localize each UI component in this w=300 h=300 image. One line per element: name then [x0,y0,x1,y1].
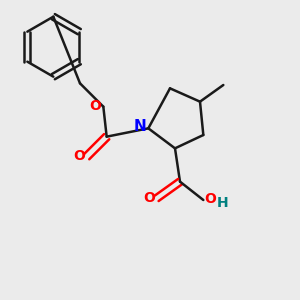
Text: O: O [143,191,155,205]
Text: H: H [217,196,229,210]
Text: O: O [89,99,101,113]
Text: O: O [205,192,217,206]
Text: O: O [74,149,85,163]
Text: N: N [134,119,146,134]
